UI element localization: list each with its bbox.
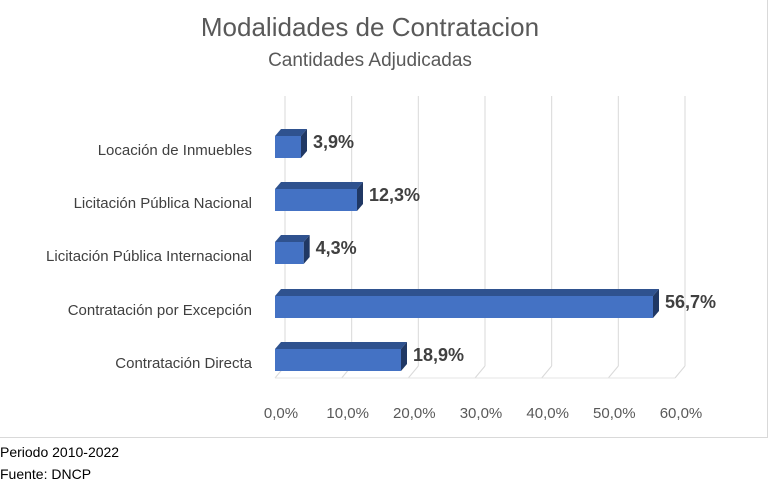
category-label: Contratación por Excepción <box>68 302 252 319</box>
x-tick-label: 50,0% <box>593 405 636 422</box>
bar-side <box>301 129 307 158</box>
gridline-floor <box>541 365 553 379</box>
footer-period: Periodo 2010-2022 <box>0 444 120 460</box>
bar-group: Contratación Directa 18,9% <box>115 342 464 372</box>
bar <box>275 349 401 371</box>
bar-side <box>303 235 310 264</box>
bar-top <box>275 129 307 136</box>
bar <box>275 296 653 318</box>
category-label: Locación de Inmuebles <box>98 142 252 159</box>
category-label: Licitación Pública Nacional <box>74 195 252 212</box>
data-label: 4,3% <box>316 238 357 258</box>
x-tick-label: 10,0% <box>326 405 369 422</box>
chart-frame <box>0 0 768 438</box>
chart-title: Modalidades de Contratacion <box>200 12 540 42</box>
bar-side <box>653 289 659 318</box>
bar <box>275 242 304 264</box>
gridline-floor <box>607 365 619 379</box>
bar-top <box>275 182 363 189</box>
x-tick-label: 20,0% <box>393 405 436 422</box>
category-label: Licitación Pública Internacional <box>46 248 252 265</box>
bar-group: Licitación Pública Nacional 12,3% <box>74 182 420 212</box>
bar-group: Contratación por Excepción 56,7% <box>68 289 716 319</box>
x-tick-label: 0,0% <box>264 405 298 422</box>
bar <box>275 189 357 211</box>
gridline-floor <box>674 365 686 379</box>
bar-group: Licitación Pública Internacional 4,3% <box>46 235 357 265</box>
bar-chart: 0,0% 10,0% 20,0% 30,0% 40,0% 50,0% 60,0% Locaci… <box>46 96 716 422</box>
bar-side <box>357 182 363 211</box>
bar-side <box>401 342 407 371</box>
gridline-floor <box>407 365 419 379</box>
bar-top <box>275 342 407 349</box>
bar-top <box>275 289 659 296</box>
data-label: 12,3% <box>369 185 420 205</box>
chart-subtitle: Cantidades Adjudicadas <box>268 50 472 71</box>
data-label: 3,9% <box>313 132 354 152</box>
data-label: 18,9% <box>413 345 464 365</box>
x-tick-label: 40,0% <box>526 405 569 422</box>
bar-group: Locación de Inmuebles 3,9% <box>98 129 354 159</box>
bar-top <box>275 235 310 242</box>
bar <box>275 136 301 158</box>
gridline-floor <box>474 365 486 379</box>
x-tick-label: 60,0% <box>660 405 703 422</box>
footer-source: Fuente: DNCP <box>0 466 92 482</box>
data-label: 56,7% <box>665 292 716 312</box>
x-tick-label: 30,0% <box>460 405 503 422</box>
category-label: Contratación Directa <box>115 355 252 372</box>
